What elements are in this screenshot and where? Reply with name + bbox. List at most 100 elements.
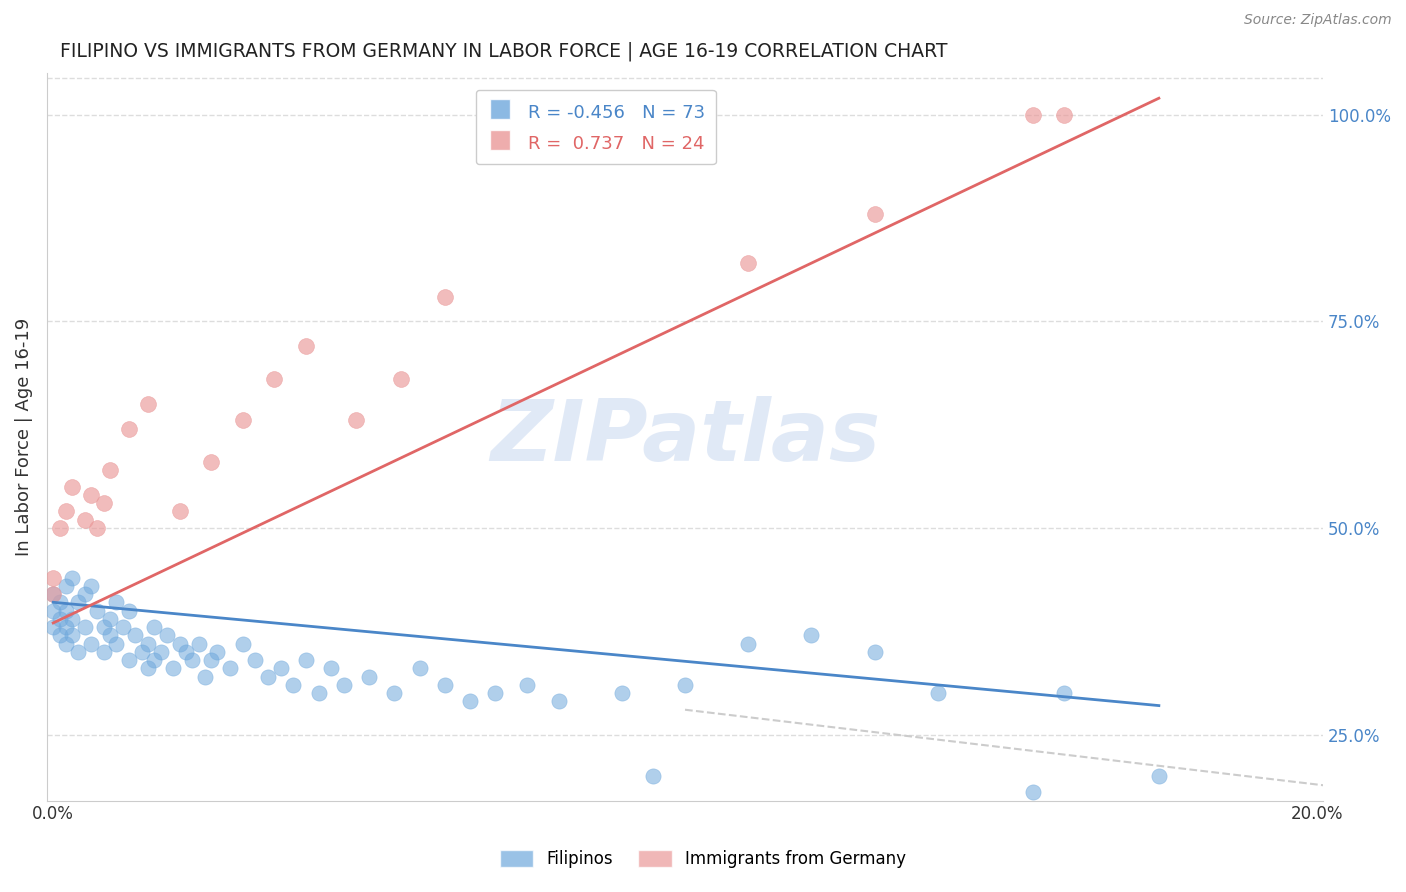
Legend: Filipinos, Immigrants from Germany: Filipinos, Immigrants from Germany [494,843,912,875]
Point [55,637,77,651]
Point [118,422,141,436]
Point [194,670,217,684]
Point [346,413,368,427]
Y-axis label: In Labor Force | Age 16-19: In Labor Force | Age 16-19 [15,318,32,556]
Point [131,645,153,659]
Legend: R = -0.456   N = 73, R =  0.737   N = 24: R = -0.456 N = 73, R = 0.737 N = 24 [475,90,716,164]
Point [86,603,108,617]
Point [73,587,96,601]
Point [60,570,83,584]
Point [181,653,204,667]
Point [484,686,506,700]
Point [80,488,103,502]
Point [207,645,229,659]
Point [1053,686,1076,700]
Point [737,256,759,270]
Point [42,587,65,601]
Point [105,595,128,609]
Point [257,670,280,684]
Point [263,372,285,386]
Point [863,645,886,659]
Point [60,628,83,642]
Point [118,653,141,667]
Point [67,595,90,609]
Point [98,612,121,626]
Point [48,612,70,626]
Point [42,570,65,584]
Point [67,645,90,659]
Point [98,463,121,477]
Point [389,372,412,386]
Point [359,670,381,684]
Text: Source: ZipAtlas.com: Source: ZipAtlas.com [1244,13,1392,28]
Point [73,513,96,527]
Point [863,207,886,221]
Point [673,678,696,692]
Text: FILIPINO VS IMMIGRANTS FROM GERMANY IN LABOR FORCE | AGE 16-19 CORRELATION CHART: FILIPINO VS IMMIGRANTS FROM GERMANY IN L… [59,42,948,62]
Point [927,686,949,700]
Point [800,628,823,642]
Point [162,661,184,675]
Point [149,645,172,659]
Point [232,637,254,651]
Point [458,694,481,708]
Point [245,653,267,667]
Point [1053,108,1076,122]
Point [321,661,343,675]
Point [73,620,96,634]
Point [48,595,70,609]
Point [516,678,538,692]
Point [86,521,108,535]
Point [408,661,430,675]
Point [219,661,242,675]
Point [169,504,191,518]
Point [308,686,330,700]
Point [295,653,318,667]
Point [118,603,141,617]
Point [143,653,166,667]
Point [295,339,318,353]
Point [42,620,65,634]
Point [187,637,209,651]
Point [111,620,134,634]
Point [270,661,292,675]
Point [547,694,569,708]
Point [136,397,159,411]
Point [232,413,254,427]
Point [643,769,665,783]
Point [80,637,103,651]
Point [55,620,77,634]
Point [1147,769,1170,783]
Point [136,637,159,651]
Point [1021,108,1043,122]
Text: ZIPatlas: ZIPatlas [489,395,880,478]
Point [200,653,222,667]
Point [55,603,77,617]
Point [1021,785,1043,799]
Point [98,628,121,642]
Point [174,645,197,659]
Point [136,661,159,675]
Point [48,628,70,642]
Point [143,620,166,634]
Point [55,579,77,593]
Point [93,620,115,634]
Point [737,637,759,651]
Point [382,686,405,700]
Point [283,678,305,692]
Point [80,579,103,593]
Point [93,496,115,510]
Point [60,612,83,626]
Point [60,480,83,494]
Point [48,521,70,535]
Point [169,637,191,651]
Point [610,686,633,700]
Point [93,645,115,659]
Point [156,628,179,642]
Point [42,603,65,617]
Point [333,678,356,692]
Point [433,289,456,303]
Point [55,504,77,518]
Point [200,455,222,469]
Point [124,628,146,642]
